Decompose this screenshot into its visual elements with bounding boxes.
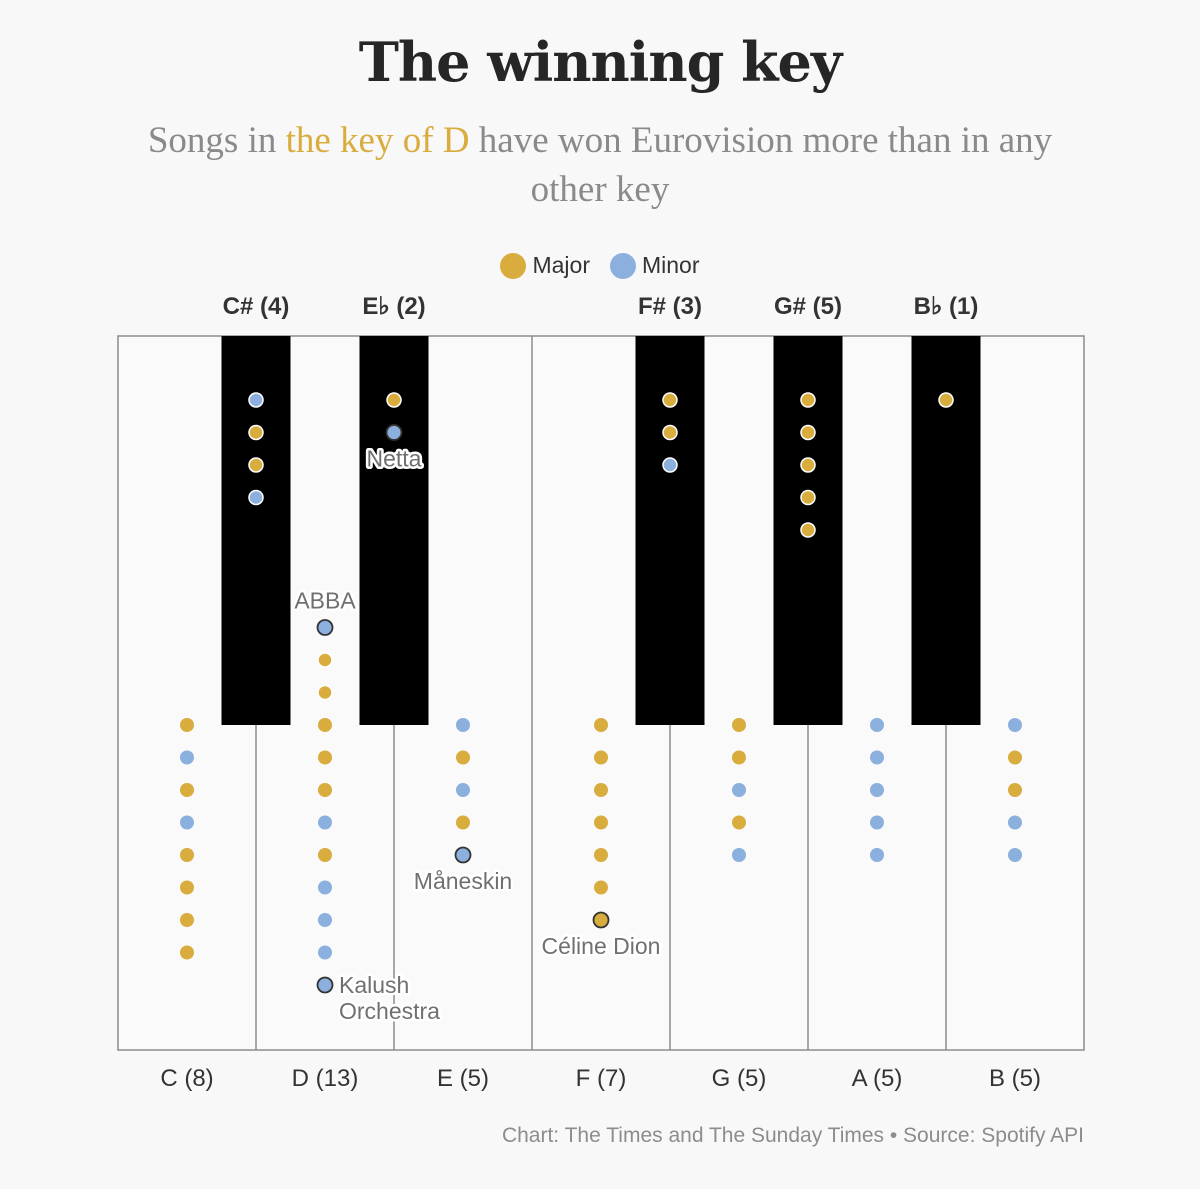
black-key-label-C#: C# (4) xyxy=(223,293,290,320)
song-dot-major xyxy=(594,718,608,732)
minor-swatch-icon xyxy=(610,252,636,279)
white-key-label-D: D (13) xyxy=(292,1065,359,1092)
song-dot-major xyxy=(800,489,816,506)
song-dot-major xyxy=(662,392,678,408)
song-dot-major xyxy=(1008,750,1022,765)
song-dot-major xyxy=(318,750,332,765)
song-dot-minor xyxy=(385,424,403,441)
white-key-label-F: F (7) xyxy=(576,1065,627,1092)
song-dot-minor xyxy=(316,619,334,636)
subtitle-after: have won Eurovision more than in any oth… xyxy=(469,120,1053,210)
annotation-label: Orchestra xyxy=(339,998,440,1024)
song-dot-minor xyxy=(318,880,332,895)
song-dot-major xyxy=(1008,783,1022,797)
song-dot-minor xyxy=(732,848,746,862)
song-dot-minor xyxy=(732,783,746,797)
song-dot-minor xyxy=(180,750,194,765)
song-dot-minor xyxy=(662,457,678,473)
song-dot-major xyxy=(800,522,816,538)
song-dot-minor xyxy=(870,783,884,797)
song-dot-major xyxy=(386,392,402,408)
song-dot-major xyxy=(732,750,746,765)
song-dot-major xyxy=(800,457,816,473)
annotation-label: Kalush xyxy=(339,972,409,998)
song-dot-major xyxy=(318,718,332,732)
annotation-label: Céline Dion xyxy=(542,933,661,959)
song-dot-minor xyxy=(1008,848,1022,862)
white-key-label-A: A (5) xyxy=(852,1065,903,1092)
song-dot-major xyxy=(317,684,333,701)
white-key-label-C: C (8) xyxy=(160,1065,213,1092)
song-dot-minor xyxy=(1008,815,1022,830)
black-key-label-F#: F# (3) xyxy=(638,293,702,320)
song-dot-minor xyxy=(248,392,264,408)
subtitle-highlight: the key of D xyxy=(285,120,470,161)
song-dot-major xyxy=(594,848,608,862)
song-dot-minor xyxy=(870,750,884,765)
song-dot-minor xyxy=(318,913,332,927)
song-dot-major xyxy=(594,880,608,895)
song-dot-major xyxy=(800,392,816,408)
song-dot-major xyxy=(594,783,608,797)
song-dot-major xyxy=(180,913,194,927)
legend-major-label: Major xyxy=(532,252,590,278)
song-dot-major xyxy=(732,815,746,830)
song-dot-major xyxy=(318,783,332,797)
song-dot-minor xyxy=(456,718,470,732)
song-dot-major xyxy=(592,911,610,929)
annotation-label: Netta xyxy=(367,446,422,472)
song-dot-minor xyxy=(454,846,472,864)
annotation-label: ABBA xyxy=(294,588,356,614)
song-dot-major xyxy=(248,424,264,441)
song-dot-minor xyxy=(870,815,884,830)
song-dot-major xyxy=(456,815,470,830)
song-dot-major xyxy=(180,945,194,960)
song-dot-major xyxy=(317,652,333,668)
chart-title: The winning key xyxy=(358,30,843,94)
song-dot-major xyxy=(318,848,332,862)
legend-item-minor: Minor xyxy=(610,252,700,279)
song-dot-major xyxy=(594,750,608,765)
song-dot-minor xyxy=(318,815,332,830)
legend-item-major: Major xyxy=(500,252,590,279)
source-note: Chart: The Times and The Sunday Times • … xyxy=(501,1124,1084,1147)
song-dot-minor xyxy=(180,815,194,830)
song-dot-minor xyxy=(870,718,884,732)
black-key-label-E♭: E♭ (2) xyxy=(362,293,425,320)
legend-minor-label: Minor xyxy=(642,252,700,278)
chart-subtitle: Songs in the key of D have won Eurovisio… xyxy=(120,116,1080,214)
song-dot-minor xyxy=(870,848,884,862)
song-dot-minor xyxy=(1008,718,1022,732)
black-key-label-B♭: B♭ (1) xyxy=(914,293,979,320)
song-dot-major xyxy=(180,783,194,797)
white-key-label-G: G (5) xyxy=(712,1065,767,1092)
song-dot-major xyxy=(732,718,746,732)
song-dot-minor xyxy=(248,489,264,506)
song-dot-major xyxy=(180,718,194,732)
annotation-label: Måneskin xyxy=(414,868,512,894)
song-dot-major xyxy=(800,424,816,441)
song-dot-major xyxy=(938,392,954,408)
subtitle-before: Songs in xyxy=(147,120,286,161)
legend: Major Minor xyxy=(0,252,1200,279)
song-dot-minor xyxy=(316,976,334,994)
song-dot-major xyxy=(662,424,678,441)
song-dot-minor xyxy=(456,783,470,797)
song-dot-minor xyxy=(318,945,332,960)
song-dot-major xyxy=(180,880,194,895)
song-dot-major xyxy=(594,815,608,830)
song-dot-major xyxy=(456,750,470,765)
song-dot-major xyxy=(248,457,264,473)
major-swatch-icon xyxy=(500,252,527,279)
white-key-label-B: B (5) xyxy=(989,1065,1041,1092)
white-key-label-E: E (5) xyxy=(437,1065,489,1092)
song-dot-major xyxy=(180,848,194,862)
black-key-label-G#: G# (5) xyxy=(774,293,842,320)
